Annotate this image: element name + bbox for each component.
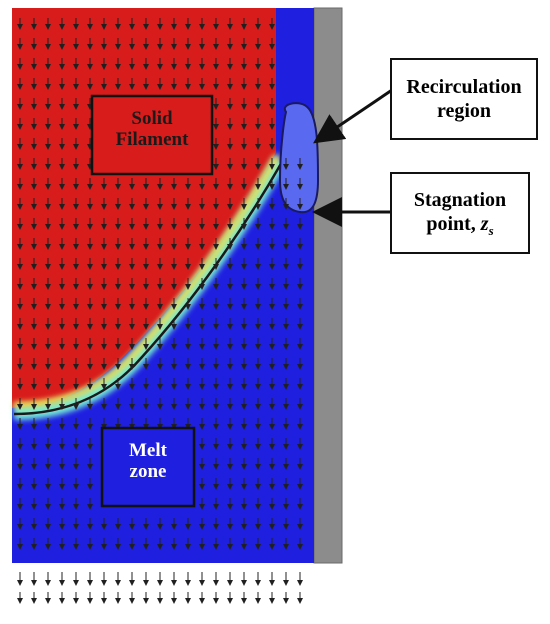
stagnation-callout-point-text: point,	[426, 212, 481, 235]
recirculation-callout-line2: region	[436, 100, 492, 122]
solid-filament-label: Solid Filament	[92, 108, 212, 151]
recirculation-pointer-arrow	[313, 88, 393, 144]
stagnation-callout: Stagnation point, zs	[390, 172, 530, 254]
solid-filament-label-line2: Filament	[115, 129, 189, 151]
solid-filament-label-line1: Solid	[131, 108, 173, 129]
melt-zone-label-line2: zone	[129, 461, 167, 483]
melt-zone-label-box	[100, 426, 196, 508]
stagnation-callout-line1: Stagnation	[413, 188, 507, 211]
interface-line	[13, 161, 284, 416]
recirculation-callout: Recirculation region	[390, 58, 538, 140]
recirculation-callout-line1: Recirculation	[406, 76, 522, 98]
recirculation-region	[278, 102, 320, 214]
melt-zone-label-line1: Melt	[129, 440, 167, 461]
interface-yellow	[13, 153, 281, 408]
stagnation-callout-line2: point, zs	[426, 212, 493, 239]
nozzle-wall	[313, 7, 343, 564]
solid-filament-label-box	[90, 94, 214, 176]
flow-arrows	[17, 18, 303, 604]
stagnation-symbol: z	[480, 212, 489, 235]
melt-zone-label: Melt zone	[102, 440, 194, 483]
stagnation-subscript: s	[488, 222, 494, 238]
